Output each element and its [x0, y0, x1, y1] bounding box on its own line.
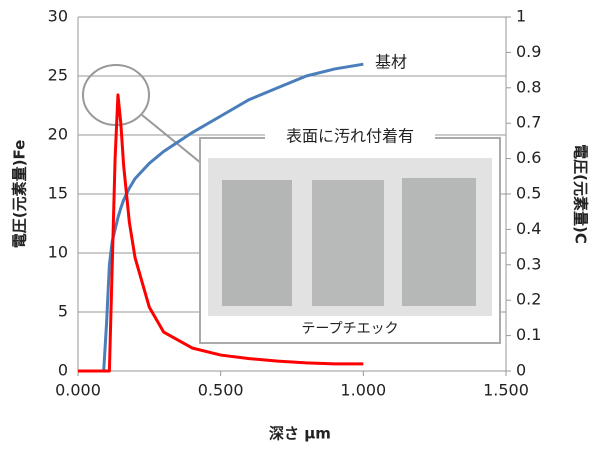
- y2-tick-label: 0.1: [516, 325, 541, 344]
- y-axis-title: 電圧(元素量)Fe: [11, 140, 29, 249]
- series-line: [78, 62, 364, 373]
- y2-tick-label: 0.9: [516, 42, 541, 61]
- y-tick-label: 25: [48, 66, 68, 85]
- tape-sample: [402, 178, 476, 306]
- lines: [78, 62, 364, 373]
- tape-sample: [312, 180, 384, 306]
- y2-tick-label: 0.5: [516, 184, 541, 203]
- y2-tick-label: 0.4: [516, 219, 541, 238]
- y2-tick-label: 1: [516, 7, 526, 26]
- inset-caption: テープチエック: [301, 321, 398, 337]
- series-label: 基材: [375, 53, 407, 72]
- y2-tick-label: 0.8: [516, 77, 541, 96]
- y-tick-label: 30: [48, 7, 68, 26]
- y-tick-label: 5: [58, 302, 68, 321]
- y2-tick-label: 0.7: [516, 113, 541, 132]
- y-tick-label: 10: [48, 243, 68, 262]
- x-tick-label: 0.500: [198, 381, 244, 400]
- inset: 表面に汚れ付着有 テープチエック: [199, 126, 501, 344]
- y2-tick-label: 0.6: [516, 148, 541, 167]
- y2-tick-label: 0.3: [516, 254, 541, 273]
- y-tick-label: 0: [58, 361, 68, 380]
- x-tick-label: 0.000: [55, 381, 101, 400]
- y2-tick-label: 0.2: [516, 290, 541, 309]
- x-axis-title: 深さ μm: [269, 425, 331, 443]
- series-line: [78, 93, 364, 373]
- tape-sample: [222, 180, 292, 306]
- inset-title: 表面に汚れ付着有: [286, 127, 414, 146]
- y2-axis-title: 電圧(元素量)C: [572, 144, 590, 244]
- y-tick-label: 20: [48, 125, 68, 144]
- inset-title-bg: [265, 126, 435, 148]
- x-tick-label: 1.000: [340, 381, 386, 400]
- x-tick-label: 1.500: [483, 381, 529, 400]
- y2-tick-label: 0: [516, 361, 526, 380]
- y-tick-label: 15: [48, 184, 68, 203]
